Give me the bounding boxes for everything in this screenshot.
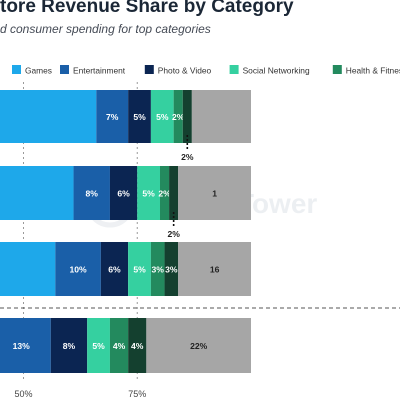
data-label: 1 <box>212 189 217 199</box>
data-label: 5% <box>156 112 169 122</box>
bar-segment-3-7 <box>178 242 251 296</box>
bar-segment-4-5 <box>109 318 129 373</box>
bar-segment-2-1 <box>0 166 74 220</box>
bar-segment-3-4 <box>128 242 151 296</box>
legend-label: Entertainment <box>73 66 126 76</box>
data-label: 16 <box>210 265 220 275</box>
legend-item-2: Entertainment <box>60 65 126 76</box>
data-label: 4% <box>131 341 144 351</box>
bar-segment-2-4 <box>137 166 160 220</box>
data-label: 8% <box>63 341 76 351</box>
legend-label: Social Networking <box>243 66 310 76</box>
bar-segment-2-6 <box>169 166 179 220</box>
callout-label: 2% <box>181 152 194 162</box>
bar-segment-2-2 <box>73 166 110 220</box>
callout-label: 2% <box>167 229 180 239</box>
bar-segment-1-1 <box>0 90 97 143</box>
chart-title: tore Revenue Share by Category <box>0 0 294 17</box>
legend-swatch <box>60 65 69 74</box>
data-label: 8% <box>86 189 99 199</box>
bar-segment-1-2 <box>96 90 129 143</box>
bar-segment-1-7 <box>191 90 251 143</box>
legend-item-1: Games <box>12 65 52 76</box>
bar-segment-3-1 <box>0 242 56 296</box>
bar-segment-4-7 <box>146 318 251 373</box>
bar-segment-1-5 <box>173 90 183 143</box>
bar-segment-4-2 <box>0 318 51 373</box>
bar-segment-1-3 <box>128 90 151 143</box>
bar-segment-1-6 <box>182 90 192 143</box>
bar-segment-3-5 <box>150 242 165 296</box>
data-label: 2% <box>172 112 185 122</box>
legend-item-3: Photo & Video <box>144 65 212 76</box>
chart-subtitle: d consumer spending for top categories <box>0 22 211 36</box>
data-label: 4% <box>113 341 126 351</box>
legend-swatch <box>12 65 21 74</box>
data-label: 7% <box>106 112 119 122</box>
data-label: 22% <box>190 341 208 351</box>
data-label: 3% <box>165 265 178 275</box>
bar-segment-2-3 <box>109 166 138 220</box>
x-tick-label: 75% <box>128 389 146 399</box>
data-label: 10% <box>69 265 87 275</box>
bar-segment-1-4 <box>150 90 174 143</box>
bar-segment-3-2 <box>55 242 101 296</box>
data-label: 13% <box>13 341 31 351</box>
legend-swatch <box>144 65 154 74</box>
legend-label: Health & Fitness <box>346 66 400 76</box>
data-label: 5% <box>133 112 146 122</box>
bar-segment-3-6 <box>164 242 179 296</box>
data-label: 5% <box>142 189 155 199</box>
legend-item-5: Health & Fitness <box>332 65 400 76</box>
legend-label: Photo & Video <box>158 66 212 76</box>
legend-swatch <box>229 65 239 74</box>
data-label: 6% <box>108 265 121 275</box>
data-label: 6% <box>117 189 130 199</box>
legend-label: Games <box>25 66 52 76</box>
legend-swatch <box>332 65 342 74</box>
bar-segment-4-3 <box>50 318 88 373</box>
bar-segment-4-6 <box>128 318 147 373</box>
data-label: 2% <box>158 189 171 199</box>
legend: Games Entertainment Photo & Video Social Ne… <box>12 65 400 76</box>
bar-segment-2-5 <box>160 166 170 220</box>
bar-segment-2-7 <box>178 166 251 220</box>
legend-item-4: Social Networking <box>229 65 310 76</box>
bar-segment-3-3 <box>100 242 129 296</box>
data-label: 3% <box>152 265 165 275</box>
bar-segment-4-4 <box>87 318 110 373</box>
x-tick-label: 50% <box>14 389 32 399</box>
data-label: 5% <box>92 341 105 351</box>
data-label: 5% <box>133 265 146 275</box>
